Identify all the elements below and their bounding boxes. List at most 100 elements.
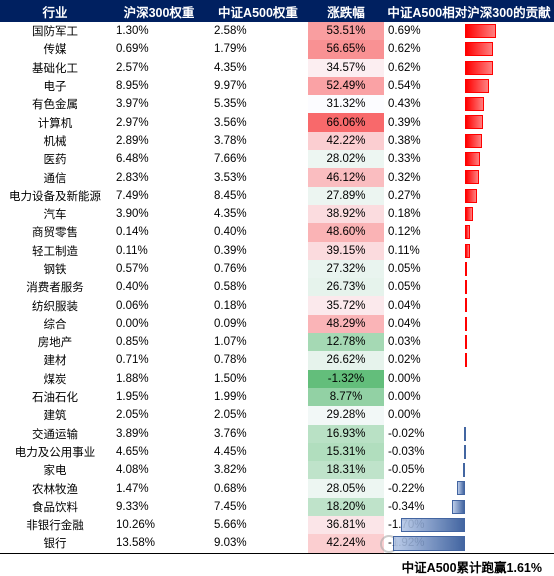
table-row: 有色金属 3.97% 5.35% 31.32% 0.43% bbox=[0, 95, 554, 114]
a500-weight-cell: 1.07% bbox=[214, 336, 247, 349]
contribution-bar-cell bbox=[440, 370, 554, 388]
hs300-weight-cell: 6.48% bbox=[116, 153, 149, 166]
contribution-bar bbox=[465, 262, 468, 276]
contribution-bar-cell bbox=[440, 333, 554, 351]
hs300-weight-cell: 2.97% bbox=[116, 116, 149, 129]
industry-cell: 综合 bbox=[43, 318, 67, 331]
change-cell: 29.28% bbox=[308, 406, 384, 425]
a500-weight-cell: 3.76% bbox=[214, 427, 247, 440]
contribution-bar-cell bbox=[440, 260, 554, 278]
industry-cell: 交通运输 bbox=[32, 428, 78, 441]
industry-cell: 纺织服装 bbox=[32, 300, 78, 313]
change-cell: 35.72% bbox=[308, 296, 384, 315]
contribution-cell: 0.62% bbox=[388, 43, 421, 56]
a500-weight-cell: 8.45% bbox=[214, 189, 247, 202]
industry-cell: 基础化工 bbox=[32, 62, 78, 75]
table-row: 通信 2.83% 3.53% 46.12% 0.32% bbox=[0, 168, 554, 187]
table-row: 传媒 0.69% 1.79% 56.65% 0.62% bbox=[0, 40, 554, 59]
contribution-bar-cell bbox=[440, 113, 554, 131]
change-cell: 31.32% bbox=[308, 95, 384, 114]
change-cell: 28.05% bbox=[308, 479, 384, 498]
hs300-weight-cell: 2.83% bbox=[116, 171, 149, 184]
contribution-cell: 0.05% bbox=[388, 263, 421, 275]
contribution-bar bbox=[465, 225, 471, 239]
hs300-weight-cell: 8.95% bbox=[116, 80, 149, 93]
contribution-bar-cell bbox=[440, 242, 554, 260]
table-row: 建材 0.71% 0.78% 26.62% 0.02% bbox=[0, 351, 554, 370]
hs300-weight-cell: 0.69% bbox=[116, 43, 149, 56]
header-change: 涨跌幅 bbox=[308, 0, 384, 22]
change-cell: -1.32% bbox=[308, 369, 384, 388]
table-row: 计算机 2.97% 3.56% 66.06% 0.39% bbox=[0, 113, 554, 132]
table-row: 电子 8.95% 9.97% 52.49% 0.54% bbox=[0, 76, 554, 96]
industry-cell: 传媒 bbox=[43, 44, 67, 57]
hs300-weight-cell: 13.58% bbox=[110, 534, 208, 554]
hs300-weight-cell: 7.49% bbox=[116, 189, 149, 202]
contribution-bar-cell bbox=[440, 351, 554, 369]
contribution-bar bbox=[393, 536, 465, 551]
change-cell: 42.22% bbox=[308, 131, 384, 151]
contribution-bar bbox=[465, 335, 467, 349]
contribution-cell: 0.00% bbox=[388, 372, 421, 385]
table-row: 国防军工 1.30% 2.58% 53.51% 0.69% bbox=[0, 22, 554, 41]
a500-weight-cell: 3.82% bbox=[214, 464, 247, 477]
a500-weight-cell: 1.79% bbox=[214, 43, 247, 56]
table-row: 交通运输 3.89% 3.76% 16.93% -0.02% bbox=[0, 424, 554, 443]
contribution-bar-cell bbox=[440, 187, 554, 205]
hs300-weight-cell: 3.97% bbox=[116, 98, 149, 111]
industry-cell: 煤炭 bbox=[43, 373, 67, 386]
contribution-bar-cell bbox=[440, 205, 554, 223]
hs300-weight-cell: 3.90% bbox=[116, 208, 149, 221]
change-cell: 8.77% bbox=[308, 387, 384, 407]
change-cell: 56.65% bbox=[308, 40, 384, 59]
hs300-weight-cell: 2.89% bbox=[116, 134, 149, 147]
contribution-bar bbox=[465, 134, 483, 148]
change-cell: 39.15% bbox=[308, 241, 384, 260]
industry-cell: 商贸零售 bbox=[32, 227, 78, 240]
industry-cell: 国防军工 bbox=[32, 26, 78, 39]
industry-cell: 电力及公用事业 bbox=[14, 446, 96, 459]
hs300-weight-cell: 2.57% bbox=[116, 61, 149, 74]
table-row: 机械 2.89% 3.78% 42.22% 0.38% bbox=[0, 131, 554, 151]
contribution-bar bbox=[465, 97, 485, 111]
contribution-cell: 0.43% bbox=[388, 98, 421, 111]
table-body: 国防军工 1.30% 2.58% 53.51% 0.69% 传媒 0.69% 1.79% 56.… bbox=[0, 22, 554, 554]
hs300-weight-cell: 1.88% bbox=[116, 372, 149, 385]
table-row: 电力及公用事业 4.65% 4.45% 15.31% -0.03% bbox=[0, 442, 554, 462]
contribution-bar bbox=[463, 445, 466, 459]
a500-weight-cell: 0.68% bbox=[214, 482, 247, 495]
contribution-bar-cell bbox=[440, 425, 554, 443]
hs300-weight-cell: 0.71% bbox=[116, 354, 149, 367]
a500-weight-cell: 0.09% bbox=[214, 317, 247, 330]
contribution-bar-cell bbox=[440, 315, 554, 333]
contribution-bar-cell bbox=[440, 278, 554, 296]
change-cell: 66.06% bbox=[308, 113, 384, 132]
contribution-cell: 0.12% bbox=[388, 226, 421, 239]
industry-cell: 汽车 bbox=[43, 209, 67, 222]
change-cell: 18.31% bbox=[308, 461, 384, 480]
contribution-bar-cell bbox=[440, 406, 554, 424]
industry-contribution-table: 行业 沪深300权重 中证A500权重 涨跌幅 中证A500相对沪深300的贡献… bbox=[0, 0, 554, 554]
a500-weight-cell: 2.05% bbox=[214, 409, 247, 422]
industry-cell: 电子 bbox=[43, 81, 67, 94]
hs300-weight-cell: 0.06% bbox=[116, 299, 149, 312]
a500-weight-cell: 0.40% bbox=[214, 226, 247, 239]
table-row: 综合 0.00% 0.09% 48.29% 0.04% bbox=[0, 314, 554, 334]
a500-weight-cell: 3.53% bbox=[214, 171, 247, 184]
contribution-bar-cell bbox=[440, 461, 554, 479]
contribution-bar-cell bbox=[440, 22, 554, 40]
hs300-weight-cell: 0.00% bbox=[116, 317, 149, 330]
table-row: 建筑 2.05% 2.05% 29.28% 0.00% bbox=[0, 406, 554, 425]
contribution-cell: 0.11% bbox=[388, 244, 420, 257]
industry-cell: 建材 bbox=[43, 355, 67, 368]
contribution-bar bbox=[465, 298, 467, 312]
change-cell: 36.81% bbox=[308, 516, 384, 535]
contribution-bar bbox=[463, 463, 466, 477]
contribution-bar bbox=[452, 500, 465, 514]
change-cell: 26.62% bbox=[308, 351, 384, 370]
table-row: 电力设备及新能源 7.49% 8.45% 27.89% 0.27% bbox=[0, 186, 554, 205]
contribution-bar bbox=[465, 170, 480, 184]
contribution-bar-cell bbox=[440, 77, 554, 95]
table-row: 农林牧渔 1.47% 0.68% 28.05% -0.22% bbox=[0, 479, 554, 498]
